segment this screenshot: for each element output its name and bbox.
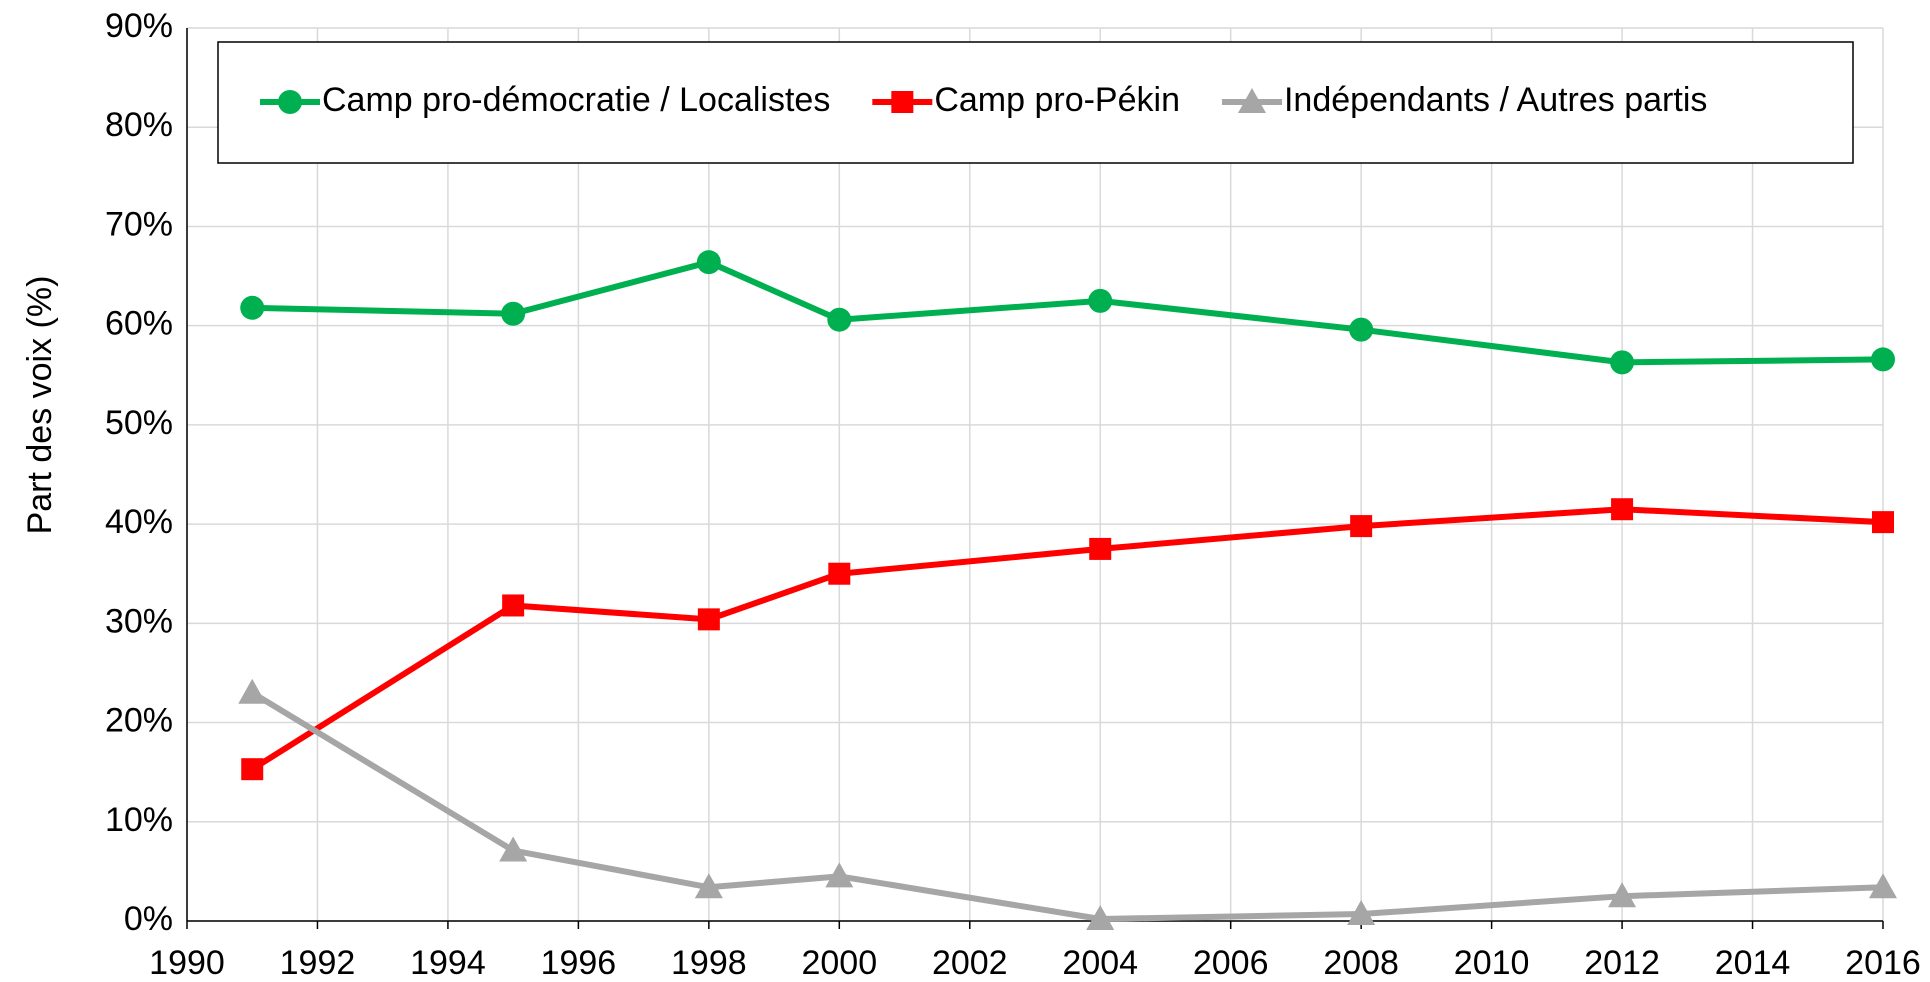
marker bbox=[827, 307, 852, 332]
x-tick-label: 2016 bbox=[1845, 944, 1921, 982]
marker bbox=[694, 873, 723, 899]
x-tick-label: 2000 bbox=[801, 944, 877, 982]
x-tick-label: 2010 bbox=[1454, 944, 1530, 982]
y-tick-label: 0% bbox=[124, 900, 173, 938]
marker bbox=[1088, 288, 1113, 313]
y-tick-label: 70% bbox=[105, 205, 173, 243]
y-tick-label: 90% bbox=[105, 7, 173, 45]
x-tick-label: 2008 bbox=[1323, 944, 1399, 982]
legend-box bbox=[217, 41, 1854, 164]
marker bbox=[1872, 511, 1894, 534]
marker bbox=[501, 301, 526, 326]
marker bbox=[1237, 88, 1266, 113]
x-tick-label: 1996 bbox=[541, 944, 617, 982]
x-tick-label: 2012 bbox=[1584, 944, 1660, 982]
marker bbox=[1610, 350, 1635, 375]
y-tick-label: 50% bbox=[105, 404, 173, 442]
legend: Camp pro-démocratie / Localistes Camp pro… bbox=[217, 41, 1854, 164]
y-tick-label: 80% bbox=[105, 106, 173, 144]
legend-label: Camp pro-démocratie / Localistes bbox=[322, 81, 830, 119]
x-tick-label: 2014 bbox=[1715, 944, 1791, 982]
marker bbox=[1349, 317, 1374, 342]
marker bbox=[278, 90, 302, 114]
series-line bbox=[250, 690, 1884, 923]
y-tick-label: 10% bbox=[105, 801, 173, 839]
x-tick-label: 1992 bbox=[280, 944, 356, 982]
y-tick-label: 40% bbox=[105, 503, 173, 541]
marker bbox=[1089, 537, 1112, 560]
series-line bbox=[252, 259, 1884, 366]
y-tick-label: 30% bbox=[105, 602, 173, 640]
y-tick-label: 60% bbox=[105, 305, 173, 343]
legend-label: Indépendants / Autres partis bbox=[1284, 81, 1707, 119]
marker bbox=[696, 250, 721, 275]
y-axis-label: Part des voix (%) bbox=[21, 276, 59, 535]
x-tick-label: 2006 bbox=[1193, 944, 1269, 982]
x-tick-label: 1994 bbox=[410, 944, 486, 982]
x-tick-label: 1990 bbox=[149, 944, 225, 982]
marker bbox=[1869, 873, 1897, 899]
y-tick-label: 20% bbox=[105, 702, 173, 740]
x-tick-label: 2004 bbox=[1062, 944, 1138, 982]
marker bbox=[240, 295, 265, 320]
x-tick-label: 1998 bbox=[671, 944, 747, 982]
marker bbox=[1608, 882, 1637, 908]
marker bbox=[891, 91, 914, 113]
marker bbox=[828, 562, 851, 585]
marker bbox=[697, 608, 720, 631]
marker bbox=[502, 594, 525, 617]
marker bbox=[1871, 347, 1895, 372]
series-line bbox=[250, 506, 1884, 772]
x-tick-label: 2002 bbox=[932, 944, 1008, 982]
marker bbox=[499, 836, 528, 862]
marker bbox=[238, 678, 267, 704]
marker bbox=[241, 758, 264, 781]
marker bbox=[1347, 900, 1376, 926]
legend-label: Camp pro-Pékin bbox=[934, 81, 1180, 119]
marker bbox=[1611, 498, 1634, 521]
marker bbox=[825, 862, 854, 888]
marker bbox=[1350, 515, 1373, 538]
marker bbox=[1086, 905, 1115, 931]
